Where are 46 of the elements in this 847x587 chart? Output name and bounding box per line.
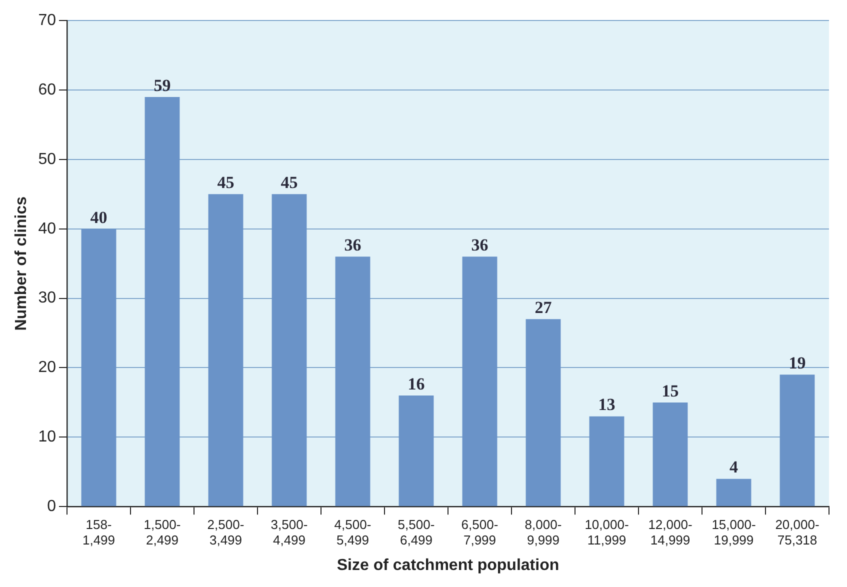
x-tick-label: 3,500-4,499	[270, 516, 308, 548]
y-tick-label: 50	[38, 150, 56, 168]
bar	[526, 319, 561, 506]
x-tick-label: 158-1,499	[82, 516, 116, 548]
bar	[589, 416, 624, 506]
x-tick-label: 2,500-3,499	[207, 516, 244, 548]
y-tick-label: 70	[38, 12, 56, 30]
data-label: 36	[344, 236, 362, 255]
x-tick-label: 4,500-5,499	[334, 516, 372, 548]
y-tick-label: 30	[38, 290, 56, 307]
data-label: 19	[788, 354, 806, 373]
y-tick-label: 20	[38, 359, 56, 376]
x-tick-label: 8,000-9,999	[524, 516, 562, 548]
data-label: 40	[90, 208, 108, 227]
bar	[716, 478, 752, 506]
data-label: 13	[598, 395, 616, 414]
x-tick-label: 5,500-6,499	[398, 516, 435, 548]
y-tick-label: 40	[38, 220, 56, 238]
data-label: 4	[730, 458, 738, 477]
bar	[652, 402, 688, 506]
bar	[780, 374, 815, 506]
bar	[272, 194, 307, 506]
bar	[398, 396, 434, 506]
data-label: 36	[471, 236, 488, 255]
x-tick-label: 15,000-19,999	[712, 516, 756, 548]
y-tick-label: 60	[38, 81, 56, 98]
bar	[208, 194, 244, 506]
x-tick-label: 12,000-14,999	[648, 516, 692, 548]
data-label: 45	[280, 173, 298, 192]
x-tick-label: 20,000-75,318	[775, 516, 820, 548]
bar	[81, 228, 116, 506]
bar	[335, 256, 370, 506]
bar	[144, 96, 180, 506]
data-label: 15	[662, 381, 679, 400]
y-tick-label: 0	[47, 498, 56, 516]
x-tick-label: 1,500-2,499	[144, 516, 181, 548]
data-label: 45	[217, 173, 234, 192]
data-label: 59	[154, 76, 171, 95]
x-axis-title: Size of catchment population	[336, 556, 560, 574]
y-axis-title: Number of clinics	[13, 196, 30, 331]
y-tick-label: 10	[38, 428, 56, 446]
x-tick-label: 6,500-7,999	[461, 516, 498, 548]
x-tick-label: 10,000-11,999	[584, 516, 629, 548]
data-label: 27	[534, 298, 552, 318]
bar	[462, 256, 498, 506]
data-label: 16	[408, 374, 425, 394]
